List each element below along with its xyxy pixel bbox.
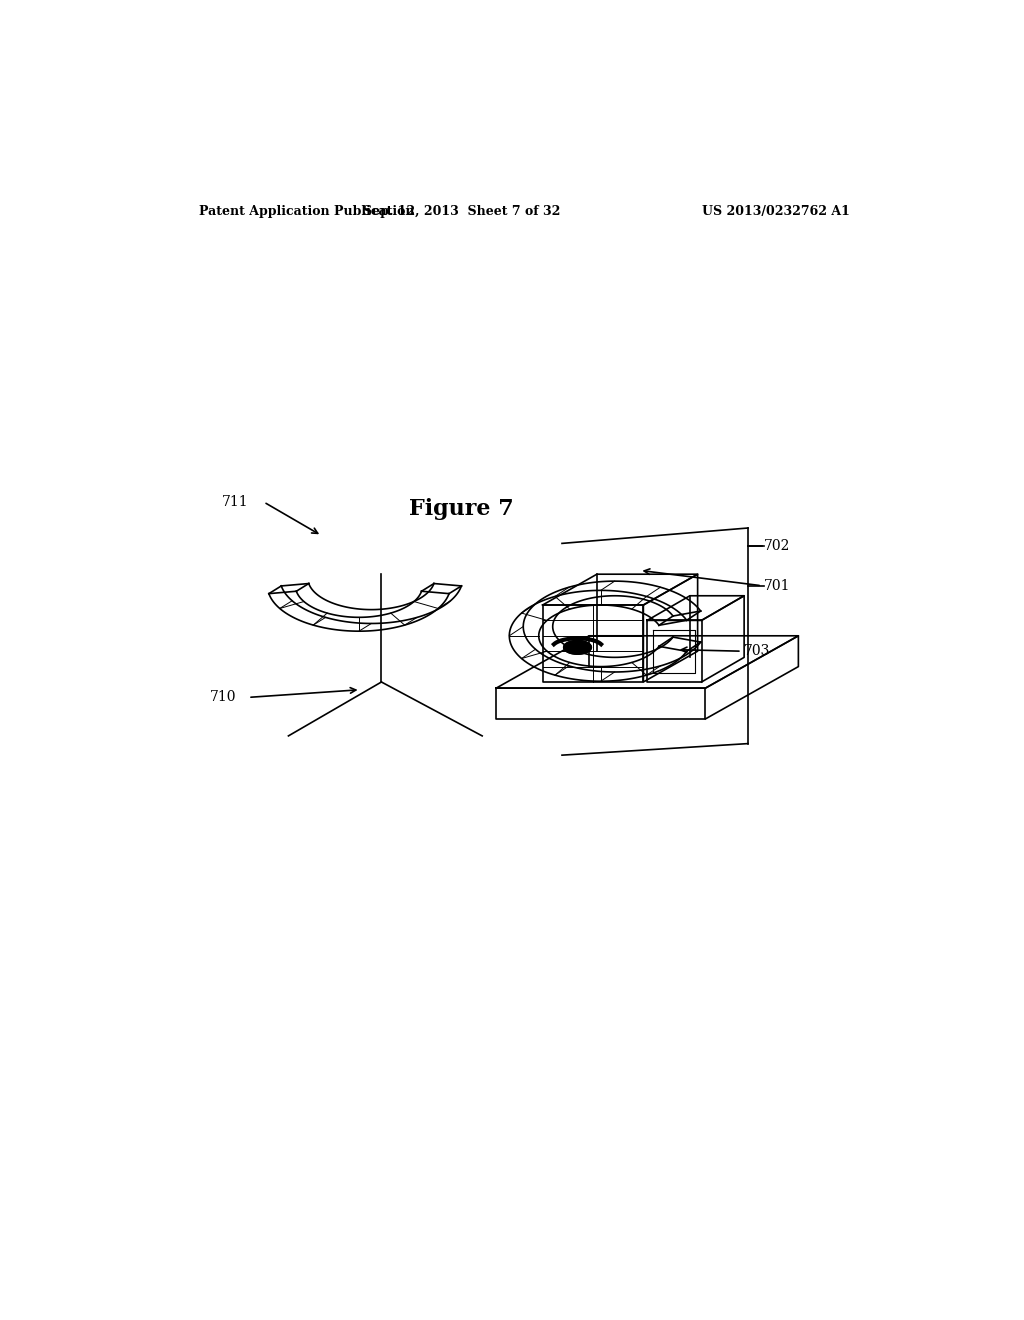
Text: Sep. 12, 2013  Sheet 7 of 32: Sep. 12, 2013 Sheet 7 of 32 <box>362 205 560 218</box>
Polygon shape <box>563 640 592 655</box>
Text: 710: 710 <box>210 690 237 705</box>
Text: 703: 703 <box>744 644 770 659</box>
Text: US 2013/0232762 A1: US 2013/0232762 A1 <box>702 205 850 218</box>
Text: 701: 701 <box>764 578 790 593</box>
Text: Figure 7: Figure 7 <box>409 498 514 520</box>
Text: Patent Application Publication: Patent Application Publication <box>200 205 415 218</box>
Text: 702: 702 <box>764 539 790 553</box>
Text: 711: 711 <box>221 495 248 510</box>
